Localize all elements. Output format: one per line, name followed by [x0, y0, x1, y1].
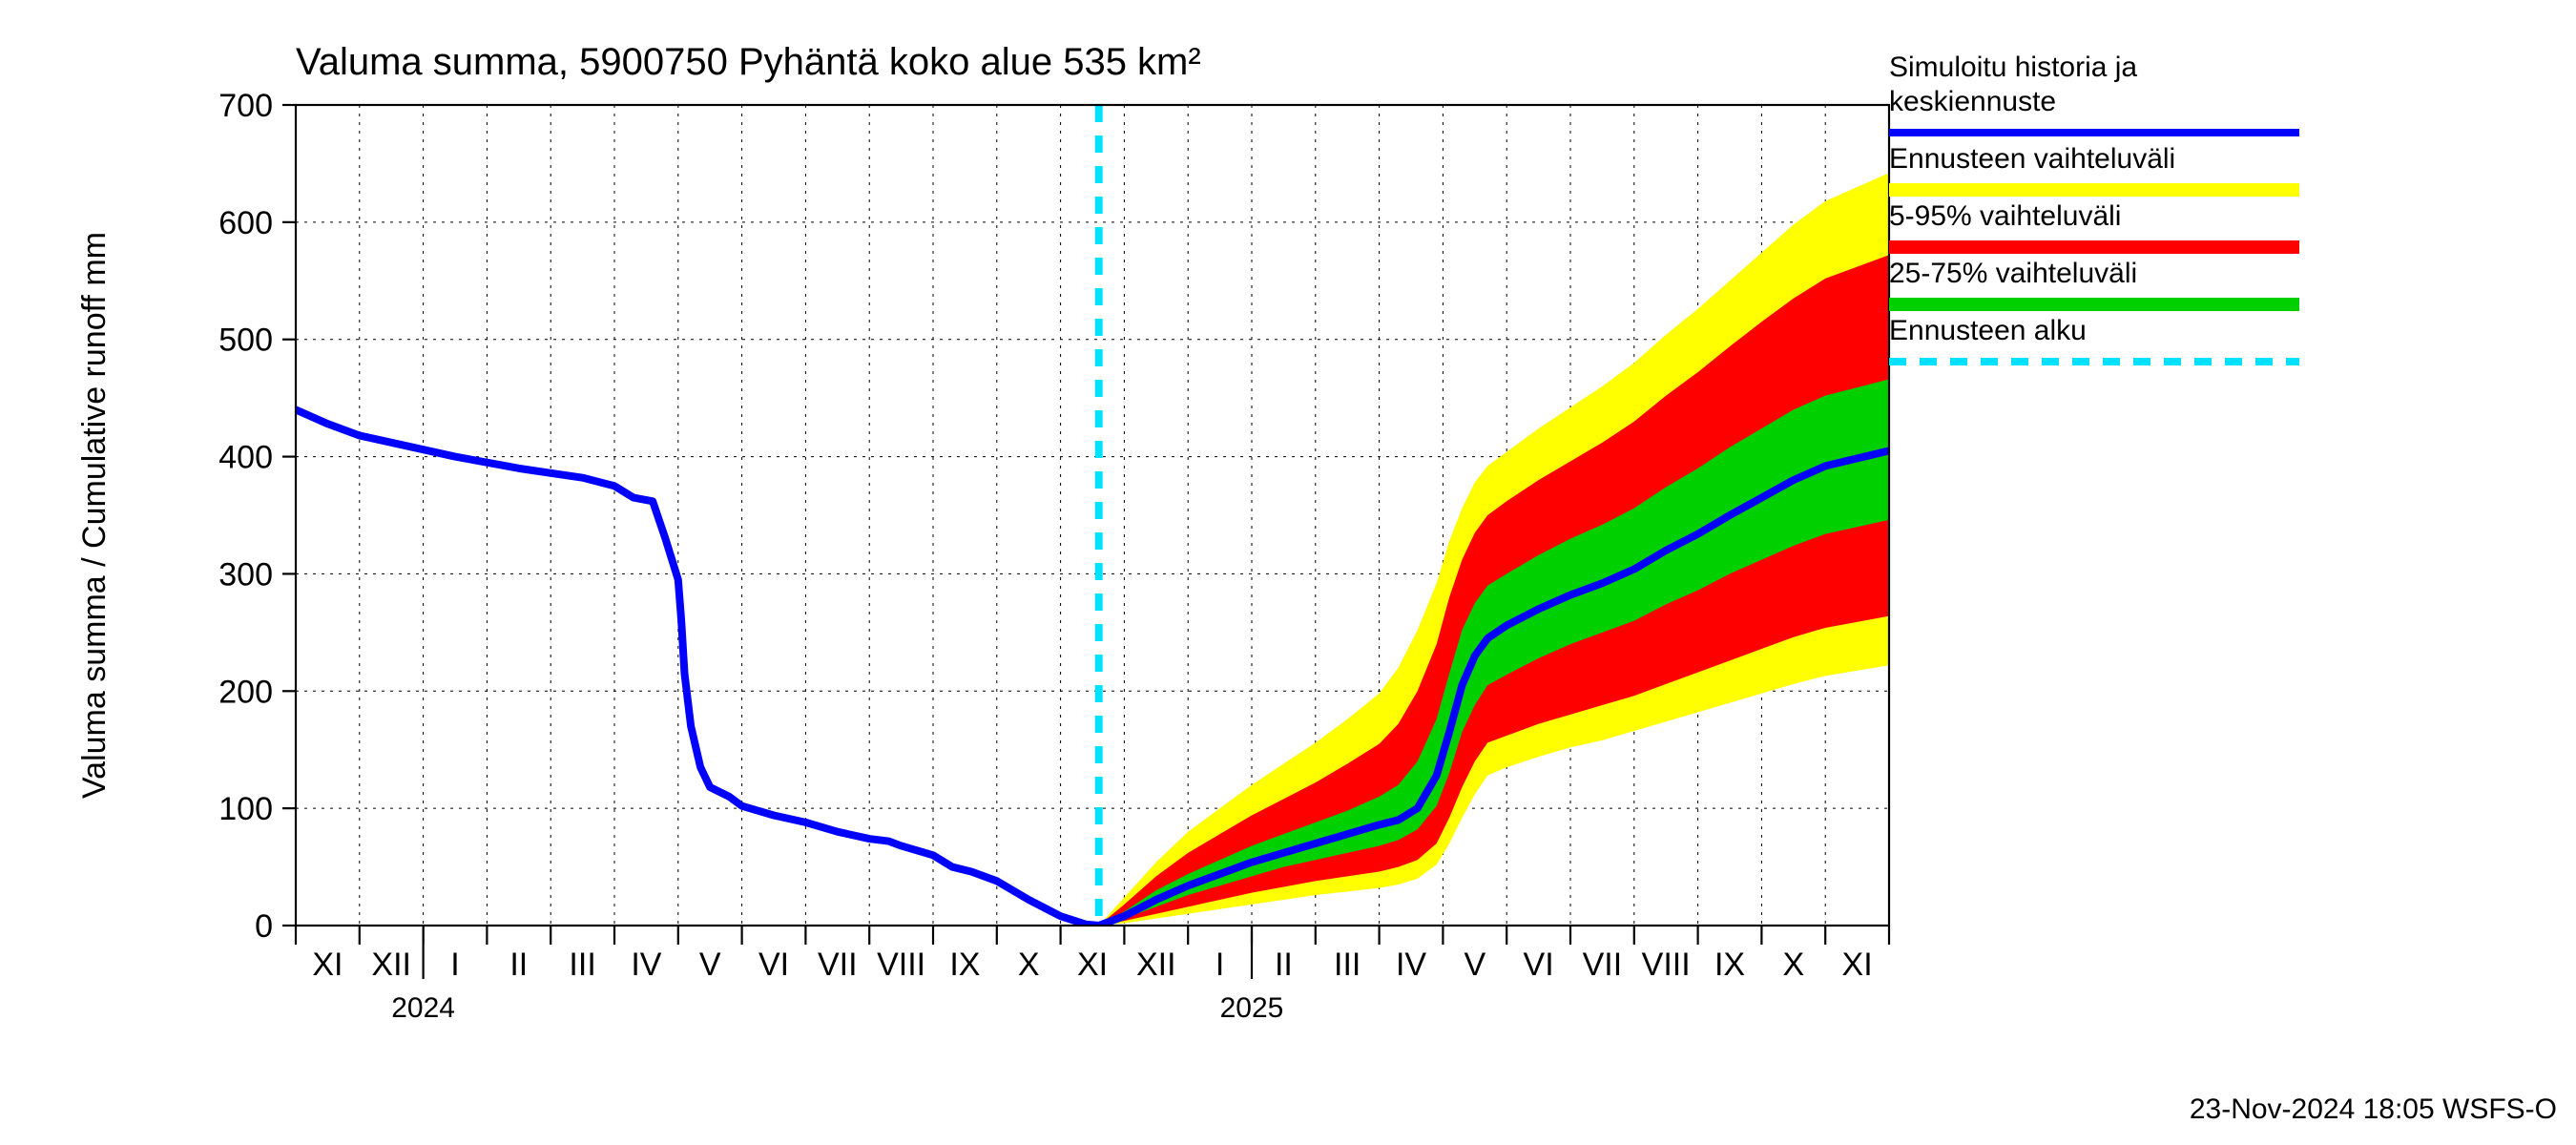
xtick-label: III — [569, 947, 595, 983]
xtick-label: VI — [1524, 947, 1554, 983]
xtick-label: XI — [312, 947, 343, 983]
xtick-label: I — [450, 947, 459, 983]
xtick-label: XI — [1077, 947, 1108, 983]
xtick-label: V — [1464, 947, 1485, 983]
xtick-label: XII — [371, 947, 411, 983]
legend-swatch — [1889, 298, 2299, 311]
legend-label: Ennusteen vaihteluväli — [1889, 143, 2175, 175]
xtick-label: I — [1215, 947, 1224, 983]
ytick-label: 400 — [218, 440, 273, 476]
legend: Simuloitu historia jakeskiennuste Ennuste… — [1889, 52, 2299, 362]
chart-svg: 0100200300400500600700XIXIIIIIIIIIVVVIVI… — [0, 0, 2576, 1145]
ytick-label: 100 — [218, 791, 273, 827]
legend-label: Ennusteen alku — [1889, 315, 2087, 346]
xtick-label: X — [1018, 947, 1040, 983]
ytick-label: 700 — [218, 88, 273, 124]
xtick-label: II — [1275, 947, 1293, 983]
chart-container: 0100200300400500600700XIXIIIIIIIIIVVVIVI… — [0, 0, 2576, 1145]
xtick-label: V — [699, 947, 721, 983]
ytick-label: 600 — [218, 205, 273, 241]
ytick-label: 500 — [218, 323, 273, 359]
footer-text: 23-Nov-2024 18:05 WSFS-O — [2190, 1093, 2557, 1125]
ytick-label: 200 — [218, 674, 273, 710]
legend-swatch — [1889, 240, 2299, 254]
xtick-label: VIII — [1642, 947, 1691, 983]
legend-label: 25-75% vaihteluväli — [1889, 258, 2137, 289]
line-history — [296, 409, 1099, 926]
xyear-label: 2024 — [391, 992, 455, 1024]
xtick-label: VII — [818, 947, 858, 983]
xtick-label: IV — [631, 947, 661, 983]
bands — [1099, 173, 1889, 926]
xtick-label: II — [509, 947, 528, 983]
xtick-label: IX — [949, 947, 980, 983]
xtick-label: X — [1782, 947, 1804, 983]
legend-label: keskiennuste — [1889, 86, 2056, 117]
y-axis-label: Valuma summa / Cumulative runoff mm — [76, 232, 113, 799]
xtick-label: XI — [1842, 947, 1873, 983]
ytick-label: 300 — [218, 556, 273, 593]
xtick-label: VIII — [877, 947, 925, 983]
legend-label: 5-95% vaihteluväli — [1889, 200, 2121, 232]
xyear-label: 2025 — [1220, 992, 1284, 1024]
xtick-label: VI — [758, 947, 789, 983]
legend-label: Simuloitu historia ja — [1889, 52, 2137, 83]
xtick-label: XII — [1136, 947, 1176, 983]
ytick-label: 0 — [255, 908, 273, 945]
xtick-label: III — [1334, 947, 1361, 983]
chart-title: Valuma summa, 5900750 Pyhäntä koko alue … — [296, 41, 1201, 83]
xtick-label: IX — [1714, 947, 1745, 983]
xtick-label: VII — [1583, 947, 1623, 983]
legend-swatch — [1889, 183, 2299, 197]
xtick-label: IV — [1396, 947, 1426, 983]
